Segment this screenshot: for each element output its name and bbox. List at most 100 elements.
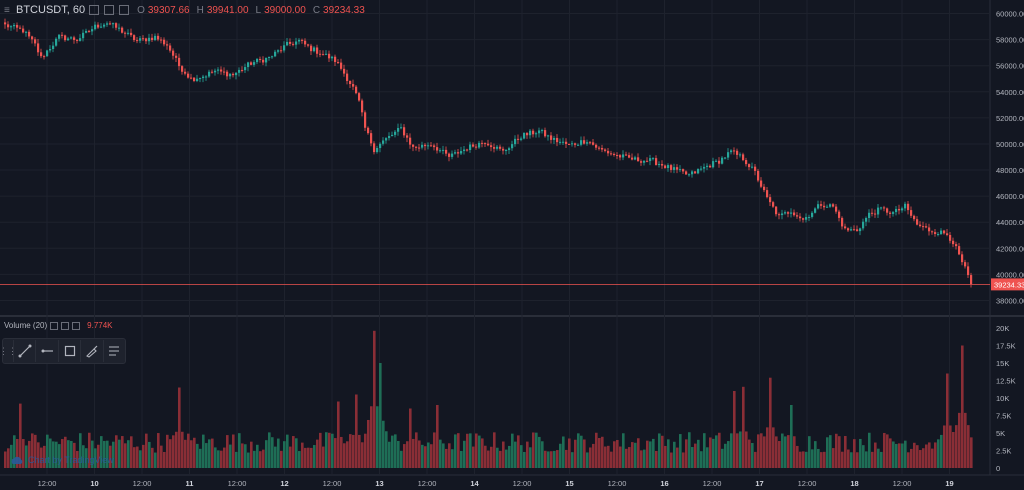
volume-label[interactable]: Volume (20) (4, 321, 48, 330)
volume-bar (541, 441, 544, 468)
volume-bar (913, 442, 916, 468)
candle (919, 221, 922, 228)
volume-bar (187, 433, 190, 468)
volume-bar (205, 443, 208, 468)
volume-bar (421, 444, 424, 468)
volume-bar (613, 441, 616, 468)
volume-bar (283, 441, 286, 468)
volume-bar (691, 447, 694, 468)
volume-bar (106, 440, 109, 468)
volume-bar (799, 451, 802, 468)
price-tick-label: 52000.00 (996, 114, 1024, 123)
volume-bar (262, 449, 265, 468)
candle (454, 149, 457, 155)
text-lines-icon[interactable] (102, 340, 125, 362)
volume-bar (466, 433, 469, 468)
volume-bar (952, 431, 955, 468)
candle (241, 66, 244, 73)
candle (463, 145, 466, 155)
candle (223, 67, 226, 76)
volume-bar (931, 448, 934, 468)
price-tick-label: 46000.00 (996, 192, 1024, 201)
candle (295, 37, 298, 49)
hide-series-icon[interactable] (89, 5, 100, 15)
volume-bar (49, 438, 52, 468)
candle (523, 132, 526, 140)
volume-bar (550, 451, 553, 468)
candle (133, 34, 136, 43)
brush-icon[interactable] (80, 340, 102, 362)
candle (835, 203, 838, 214)
candle (310, 43, 313, 56)
candle (838, 209, 841, 222)
volume-tick-label: 17.5K (996, 342, 1016, 351)
volume-bar (436, 405, 439, 468)
candle (643, 160, 646, 166)
candle (832, 203, 835, 208)
candle (655, 155, 658, 166)
low-label: L (255, 4, 262, 16)
rectangle-icon[interactable] (57, 340, 80, 362)
candle (667, 163, 670, 172)
volume-bar (268, 432, 271, 468)
volume-bar (103, 440, 106, 468)
volume-bar (433, 432, 436, 468)
candle (502, 146, 505, 155)
candle (136, 37, 139, 44)
volume-bar (82, 445, 85, 468)
candle (898, 204, 901, 215)
candle (205, 75, 208, 81)
volume-bar (742, 386, 745, 468)
symbol-legend: ≡ BTCUSDT, 60 O 39307.66 H 39941.00 L 39000… (4, 4, 365, 16)
volume-bar (670, 452, 673, 468)
horizontal-ray-icon[interactable] (35, 340, 57, 362)
candle (847, 227, 850, 233)
candle (772, 200, 775, 208)
remove-series-icon[interactable] (119, 5, 130, 15)
candle (250, 61, 253, 66)
candle (637, 153, 640, 162)
candle (889, 211, 892, 219)
volume-bar (430, 444, 433, 468)
time-tick-label: 16 (660, 479, 668, 488)
candle (853, 225, 856, 231)
candle (142, 35, 145, 42)
volume-bar (490, 446, 493, 468)
candle (703, 163, 706, 173)
volume-bar (547, 451, 550, 468)
symbol-label[interactable]: BTCUSDT, 60 (16, 4, 86, 16)
volume-bar (559, 443, 562, 468)
volume-bar (196, 443, 199, 468)
volume-bar (247, 452, 250, 468)
volume-bar (763, 436, 766, 468)
candle (127, 29, 130, 36)
volume-bar (298, 451, 301, 468)
volume-bar (484, 445, 487, 468)
candle (346, 69, 349, 85)
volume-bar (292, 436, 295, 468)
volume-bar (235, 451, 238, 468)
volume-bar (895, 443, 898, 468)
candle (139, 35, 142, 44)
volume-bar (607, 445, 610, 468)
candle (409, 133, 412, 149)
candle (616, 152, 619, 160)
volume-settings-icon[interactable] (61, 321, 70, 330)
settings-icon[interactable] (104, 5, 115, 15)
candle (229, 72, 232, 80)
volume-bar (40, 447, 43, 468)
candle (487, 139, 490, 147)
volume-bar (169, 439, 172, 468)
candle (184, 68, 187, 76)
volume-bar (412, 438, 415, 468)
tradingview-watermark[interactable]: Chart by TradingView (10, 455, 114, 465)
drag-handle-icon[interactable]: ⋮⋮ (0, 345, 17, 356)
remove-volume-icon[interactable] (72, 321, 81, 330)
hide-volume-icon[interactable] (50, 321, 59, 330)
chart-menu-icon[interactable]: ≡ (4, 4, 10, 16)
volume-bar (925, 444, 928, 468)
candle (820, 200, 823, 209)
trend-line-icon[interactable] (13, 340, 35, 362)
candle (103, 23, 106, 29)
